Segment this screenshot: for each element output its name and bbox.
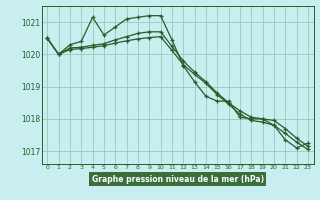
X-axis label: Graphe pression niveau de la mer (hPa): Graphe pression niveau de la mer (hPa)	[92, 175, 264, 184]
